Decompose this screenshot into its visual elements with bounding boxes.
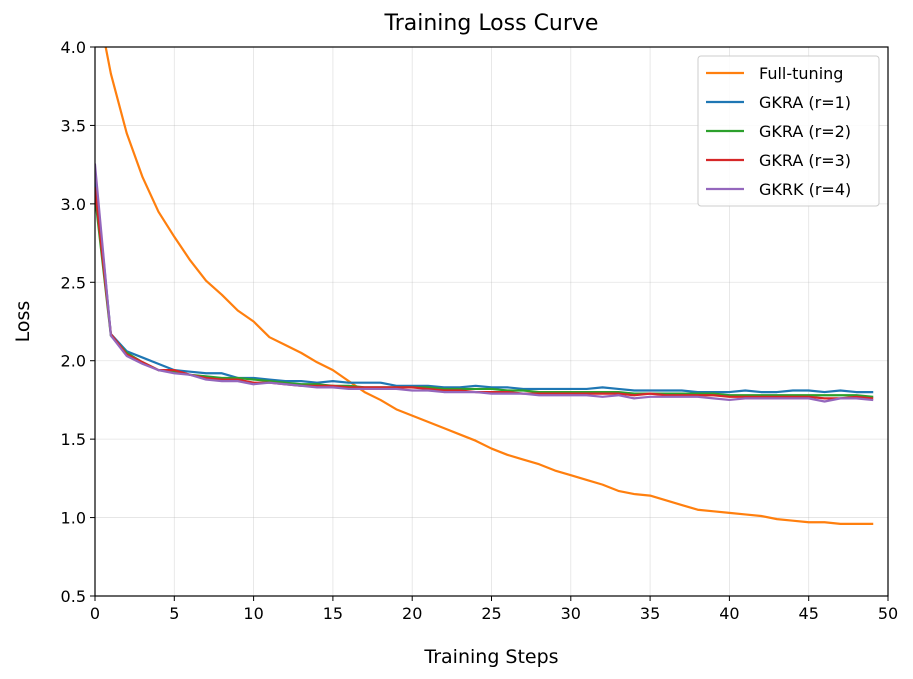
- series-line-gkra-r-1: [95, 171, 874, 394]
- x-tick-label: 5: [169, 604, 179, 623]
- series-line-gkrk-r-4: [95, 163, 874, 403]
- x-tick-label: 20: [402, 604, 422, 623]
- y-tick-label: 3.0: [61, 195, 86, 214]
- series-layer: [95, 47, 874, 525]
- x-tick-label: 30: [561, 604, 581, 623]
- series-line-gkra-r-3: [95, 186, 874, 400]
- y-tick-label: 4.0: [61, 38, 86, 57]
- y-tick-label: 2.0: [61, 352, 86, 371]
- x-tick-label: 45: [799, 604, 819, 623]
- x-tick-label: 50: [878, 604, 898, 623]
- y-tick-label: 0.5: [61, 587, 86, 606]
- y-tick-label: 1.5: [61, 430, 86, 449]
- legend-box: [697, 55, 880, 207]
- x-tick-label: 40: [719, 604, 739, 623]
- x-tick-label: 35: [640, 604, 660, 623]
- x-tick-label: 0: [90, 604, 100, 623]
- legend-label-gkra-r-2: GKRA (r=2): [759, 122, 851, 141]
- series-line-gkra-r-2: [95, 194, 874, 398]
- x-tick-label: 10: [243, 604, 263, 623]
- chart-title: Training Loss Curve: [384, 11, 599, 36]
- x-axis: 0 5 10 15 20 25 30 35 40 45 50: [90, 596, 898, 623]
- y-axis: 0.5 1.0 1.5 2.0 2.5 3.0 3.5 4.0: [61, 38, 95, 606]
- legend: Full-tuning GKRA (r=1) GKRA (r=2) GKRA (r=3…: [697, 55, 880, 207]
- x-axis-label: Training Steps: [423, 646, 558, 668]
- y-tick-label: 3.5: [61, 116, 86, 135]
- legend-label-gkrk-r-4: GKRK (r=4): [759, 180, 851, 199]
- legend-label-gkra-r-3: GKRA (r=3): [759, 151, 851, 170]
- legend-label-gkra-r-1: GKRA (r=1): [759, 93, 851, 112]
- y-tick-label: 2.5: [61, 273, 86, 292]
- legend-label-full-tuning: Full-tuning: [759, 64, 843, 83]
- x-tick-label: 15: [323, 604, 343, 623]
- y-tick-label: 1.0: [61, 509, 86, 528]
- series-line-full-tuning: [104, 47, 874, 525]
- x-tick-label: 25: [481, 604, 501, 623]
- y-axis-label: Loss: [12, 301, 34, 343]
